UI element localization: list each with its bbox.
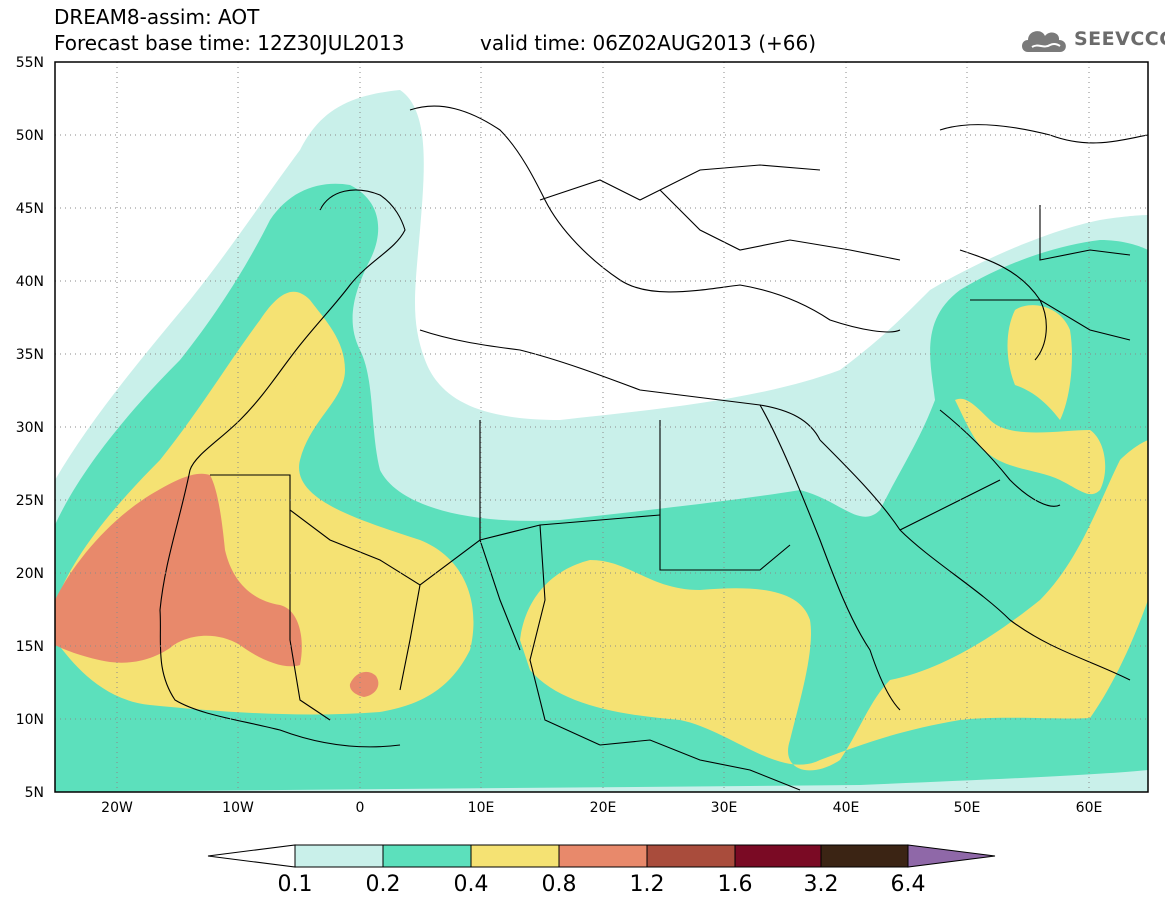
aot-contour-0.4 (240, 380, 297, 427)
colorbar-label: 0.4 (453, 872, 489, 897)
colorbar-swatch-1.2-1.6 (646, 844, 736, 868)
country-border (599, 739, 801, 791)
country-border (1039, 205, 1131, 261)
colorbar-swatch-3.2-6.4 (820, 844, 909, 868)
aot-contour-0.4 (955, 398, 1106, 495)
colorbar-swatch-below-0.1 (207, 844, 296, 868)
aot-contour-0.8 (349, 671, 379, 697)
aot-contour-0.8 (55, 473, 302, 667)
logo-text: SEEVCCC (1074, 28, 1165, 50)
coastline (819, 439, 1131, 681)
colorbar-swatch-1.6-3.2 (734, 844, 822, 868)
coastline (939, 409, 1061, 507)
map-title: DREAM8-assim: AOT (54, 5, 260, 29)
forecast-base-time: Forecast base time: 12Z30JUL2013 (54, 31, 405, 55)
coastline (759, 404, 901, 711)
lon-label: 10E (467, 800, 495, 816)
colorbar-label: 1.6 (717, 872, 753, 897)
colorbar-swatch-0.1-0.2 (294, 844, 384, 868)
lon-label: 0 (355, 800, 365, 816)
lat-label: 10N (15, 712, 44, 728)
colorbar-label: 6.4 (890, 872, 926, 897)
colorbar-label: 3.2 (803, 872, 839, 897)
country-border (529, 524, 601, 746)
lon-label: 10W (222, 800, 254, 816)
map-frame (54, 61, 1149, 793)
country-border (970, 299, 1131, 341)
colorbar-swatch-above-6.4 (907, 844, 996, 868)
lat-lon-grid (55, 62, 1148, 792)
coastline (409, 105, 901, 333)
country-border (399, 584, 421, 691)
colorbar-swatch-0.4-0.8 (470, 844, 560, 868)
colorbar-label: 0.8 (541, 872, 577, 897)
cloud-icon (1022, 31, 1066, 52)
coastline (159, 189, 406, 748)
lat-label: 50N (15, 128, 44, 144)
aot-contour-0.4 (1007, 305, 1072, 420)
country-border (659, 189, 901, 261)
lat-label: 15N (15, 639, 44, 655)
lon-label: 60E (1075, 800, 1103, 816)
country-border (659, 420, 791, 571)
aot-contour-0.4 (520, 440, 1148, 771)
coastline (419, 329, 821, 441)
lat-label: 45N (15, 201, 44, 217)
lat-label: 55N (15, 55, 44, 71)
lon-label: 50E (953, 800, 981, 816)
colorbar-label: 0.2 (365, 872, 401, 897)
lat-label: 35N (15, 347, 44, 363)
colorbar (207, 844, 996, 868)
lon-label: 20W (101, 800, 133, 816)
lat-label: 20N (15, 566, 44, 582)
lon-label: 20E (589, 800, 617, 816)
colorbar-label: 0.1 (277, 872, 313, 897)
colorbar-swatch-0.8-1.2 (558, 844, 648, 868)
country-border (479, 420, 521, 651)
country-border (289, 510, 331, 721)
lat-label: 5N (24, 785, 44, 801)
colorbar-label: 1.2 (629, 872, 665, 897)
colorbar-swatch-0.2-0.4 (382, 844, 472, 868)
lon-label: 30E (710, 800, 738, 816)
lon-label: 40E (832, 800, 860, 816)
lat-label: 40N (15, 274, 44, 290)
lat-label: 25N (15, 493, 44, 509)
country-border (539, 164, 821, 201)
seevccc-logo: SEEVCCC (1018, 22, 1165, 56)
valid-time: valid time: 06Z02AUG2013 (+66) (480, 31, 817, 55)
lat-label: 30N (15, 420, 44, 436)
